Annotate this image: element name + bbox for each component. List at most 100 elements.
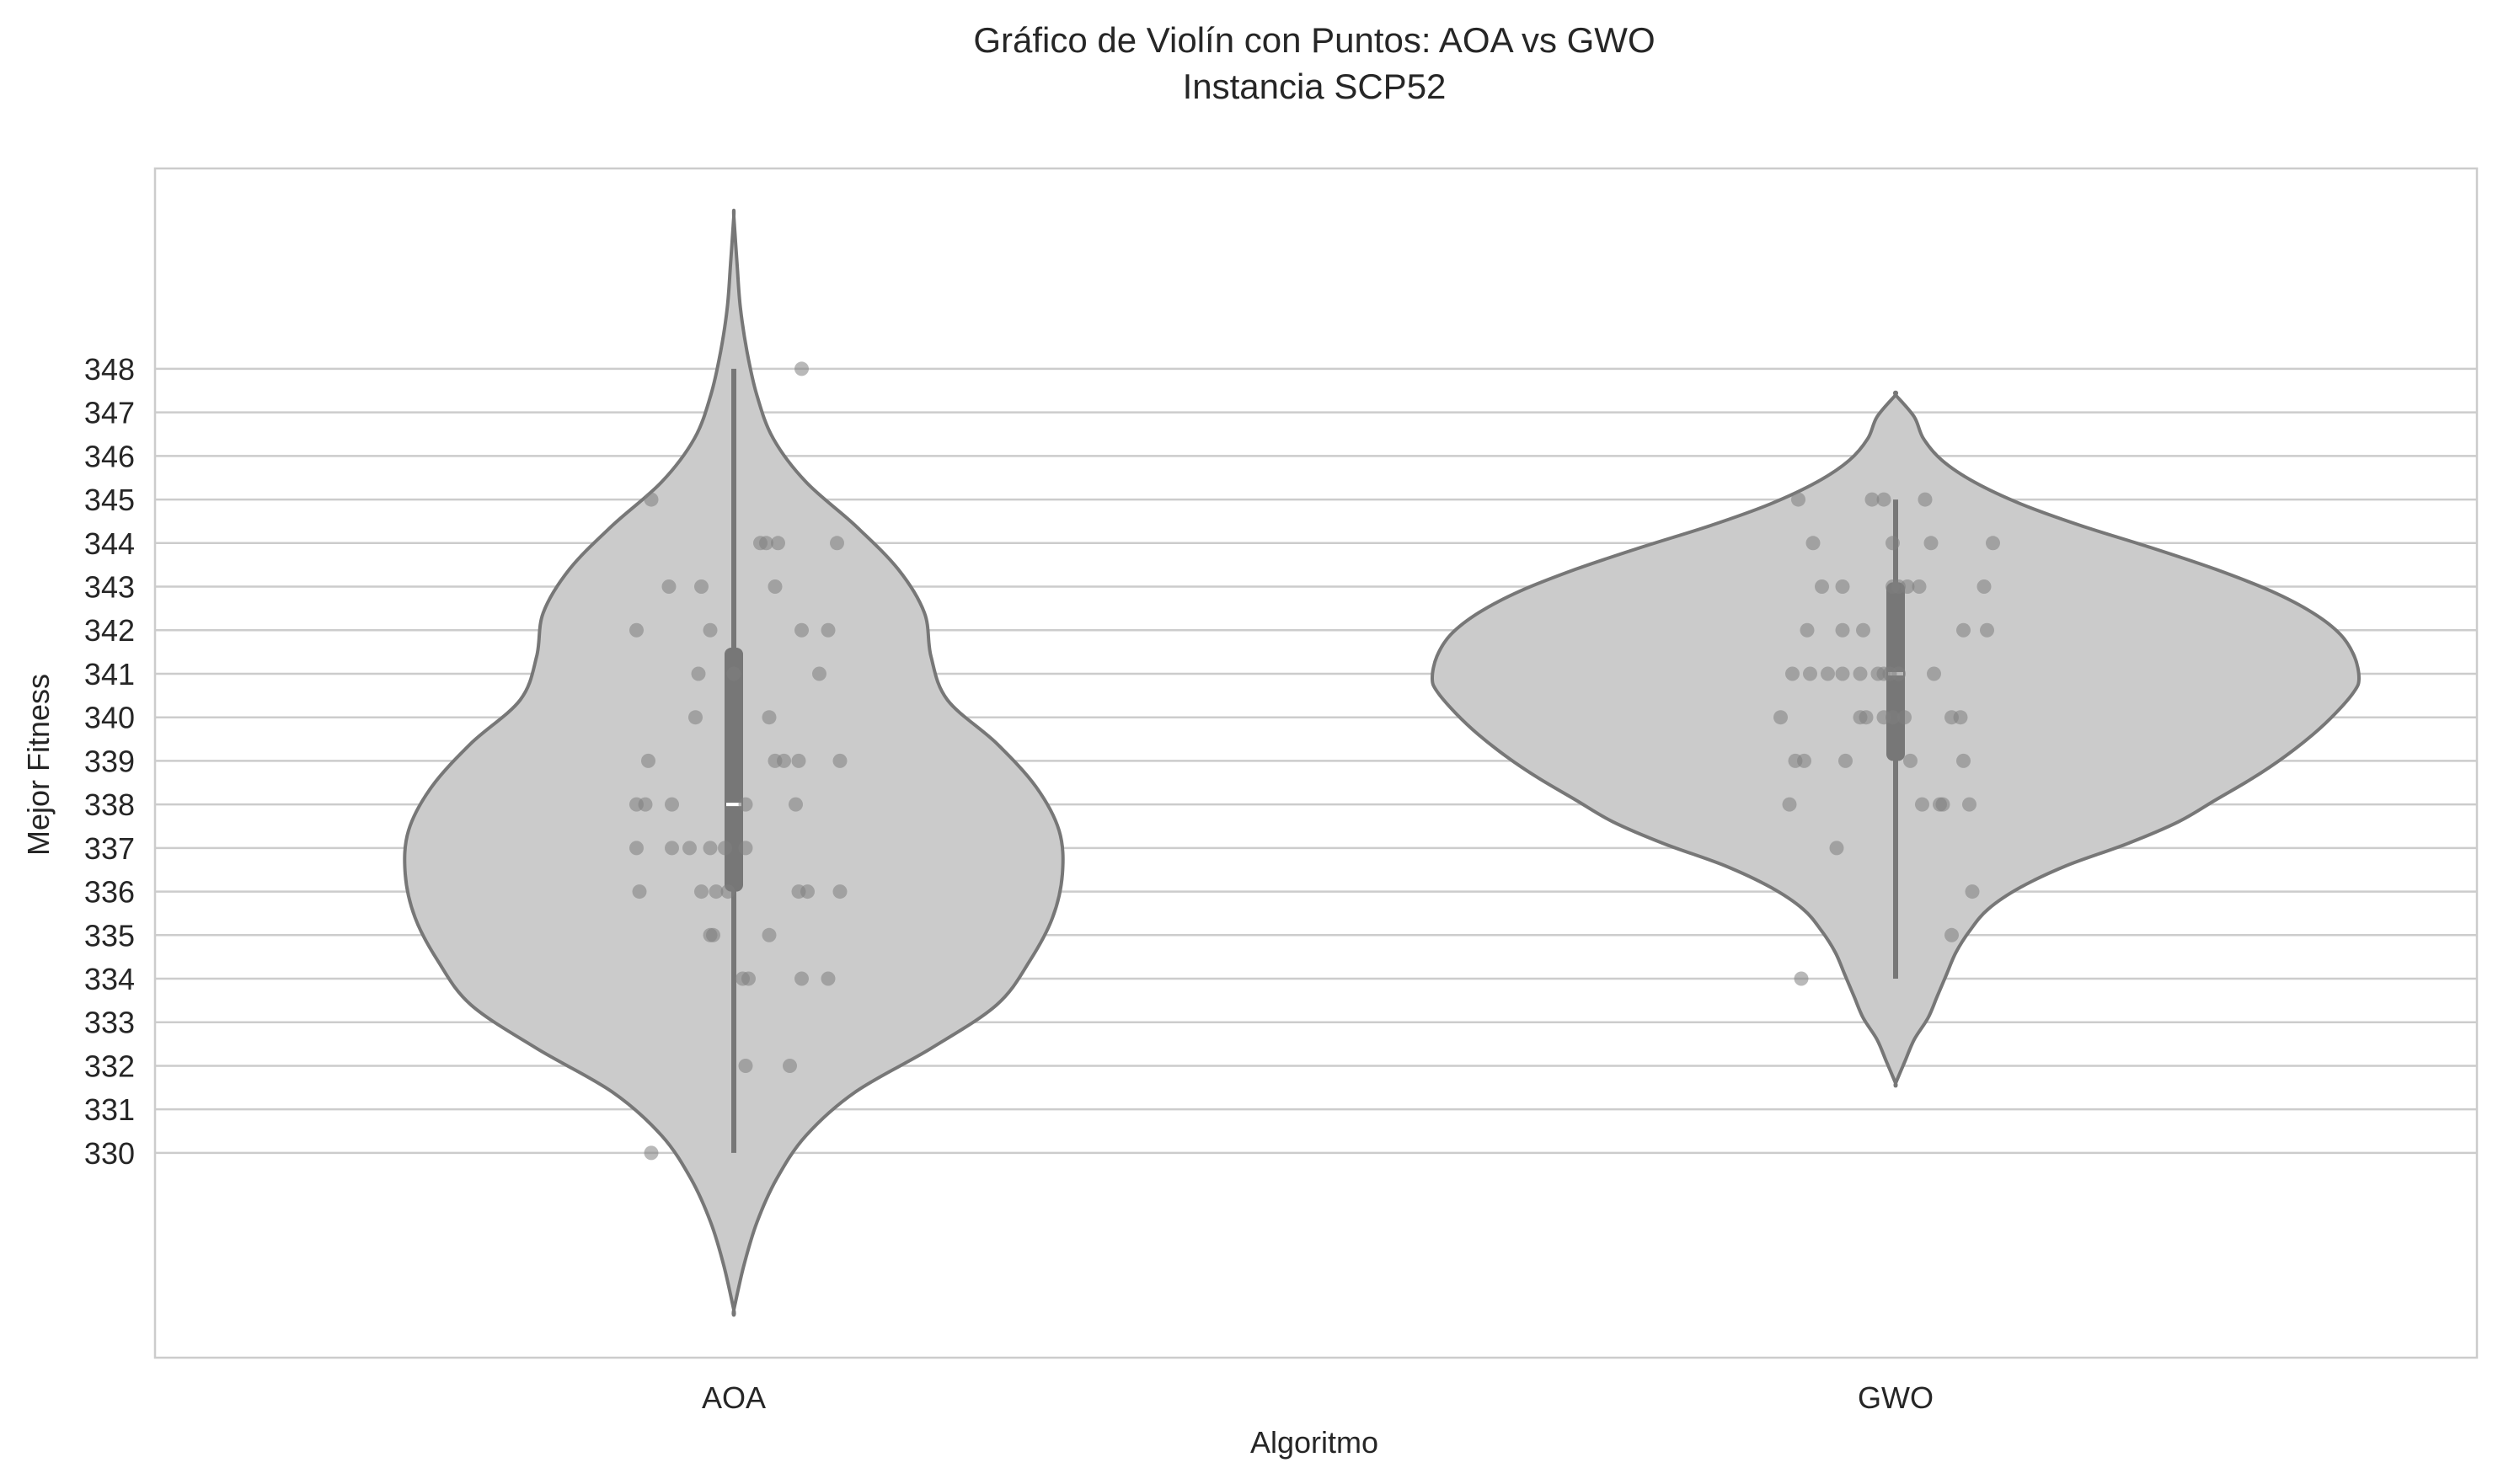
data-point xyxy=(703,622,718,638)
data-point xyxy=(1886,536,1900,551)
x-tick-label: AOA xyxy=(702,1380,766,1415)
data-point xyxy=(1864,492,1880,507)
x-axis-label: Algoritmo xyxy=(1250,1425,1378,1460)
data-point xyxy=(1785,666,1800,681)
data-point xyxy=(1980,622,1994,638)
y-axis-label: Mejor Fitness xyxy=(21,674,56,856)
data-point xyxy=(691,666,706,681)
data-point xyxy=(800,884,815,899)
data-point xyxy=(1912,579,1927,595)
data-point xyxy=(629,841,644,856)
chart-subtitle: Instancia SCP52 xyxy=(1183,67,1447,106)
data-point xyxy=(1962,797,1976,812)
data-point xyxy=(1773,710,1788,725)
data-point xyxy=(830,536,844,551)
data-point xyxy=(661,579,677,595)
data-point xyxy=(694,884,709,899)
median-marker xyxy=(726,803,741,807)
y-tick-label: 342 xyxy=(84,613,135,648)
data-point xyxy=(1859,710,1874,725)
y-tick-label: 348 xyxy=(84,352,135,387)
data-point xyxy=(709,884,724,899)
data-point xyxy=(1835,579,1850,595)
data-point xyxy=(1835,622,1850,638)
data-point xyxy=(1805,536,1821,551)
data-point xyxy=(1829,841,1844,856)
data-point xyxy=(720,884,735,899)
data-point xyxy=(1986,536,2000,551)
y-tick-label: 331 xyxy=(84,1092,135,1127)
data-point xyxy=(1821,666,1835,681)
data-point xyxy=(832,753,848,768)
data-point xyxy=(759,536,773,551)
data-point xyxy=(644,1145,659,1161)
data-point xyxy=(1953,710,1968,725)
violin-aoa xyxy=(403,208,1065,1317)
data-point xyxy=(1800,622,1815,638)
data-point xyxy=(703,841,718,856)
data-point xyxy=(777,753,791,768)
x-tick-label: GWO xyxy=(1858,1380,1934,1415)
data-point xyxy=(1918,492,1933,507)
y-tick-label: 347 xyxy=(84,396,135,430)
data-point xyxy=(812,666,826,681)
data-point xyxy=(632,884,647,899)
violins xyxy=(403,208,2362,1317)
data-point xyxy=(1956,622,1971,638)
y-tick-label: 345 xyxy=(84,483,135,517)
data-point xyxy=(1903,753,1918,768)
data-point xyxy=(741,971,756,986)
data-point xyxy=(726,666,741,681)
chart-title: Gráfico de Violín con Puntos: AOA vs GWO xyxy=(973,20,1655,60)
data-point xyxy=(1927,666,1941,681)
data-point xyxy=(1853,666,1868,681)
y-tick-label: 333 xyxy=(84,1006,135,1040)
data-point xyxy=(1835,666,1850,681)
data-point xyxy=(762,710,777,725)
data-point xyxy=(703,927,718,942)
data-point xyxy=(1838,753,1853,768)
data-point xyxy=(794,971,809,986)
data-point xyxy=(644,492,659,507)
data-point xyxy=(1803,666,1817,681)
data-point xyxy=(665,841,679,856)
data-point xyxy=(783,1058,797,1073)
data-point xyxy=(1900,579,1915,595)
data-point xyxy=(638,797,653,812)
y-tick-label: 340 xyxy=(84,701,135,735)
data-point xyxy=(1897,710,1912,725)
data-point xyxy=(688,710,703,725)
iqr-box xyxy=(725,647,743,892)
data-point xyxy=(832,884,848,899)
data-point xyxy=(794,361,809,376)
data-point xyxy=(771,536,785,551)
plot-frame xyxy=(153,167,2479,1359)
data-point xyxy=(641,753,655,768)
y-tick-label: 344 xyxy=(84,526,135,561)
data-point xyxy=(1935,797,1950,812)
data-point xyxy=(718,841,732,856)
data-point xyxy=(1944,927,1959,942)
y-tick-label: 336 xyxy=(84,875,135,910)
axis-ticks: 330 331 332 333 334 335 336 337 338 339 340 341 342 3… xyxy=(84,352,1934,1415)
data-point xyxy=(762,927,777,942)
data-point xyxy=(1791,492,1805,507)
data-point xyxy=(1891,666,1906,681)
data-point xyxy=(738,797,753,812)
data-point xyxy=(1886,710,1900,725)
data-point xyxy=(682,841,697,856)
data-point xyxy=(1976,579,1992,595)
y-tick-label: 337 xyxy=(84,831,135,866)
data-point xyxy=(1915,797,1929,812)
data-point xyxy=(738,1058,753,1073)
data-point xyxy=(791,753,806,768)
data-point xyxy=(1876,492,1891,507)
y-tick-label: 330 xyxy=(84,1136,135,1171)
y-tick-label: 343 xyxy=(84,570,135,605)
data-point xyxy=(789,797,803,812)
violin-gwo xyxy=(1430,390,2362,1088)
y-tick-label: 339 xyxy=(84,744,135,778)
data-point xyxy=(794,622,809,638)
